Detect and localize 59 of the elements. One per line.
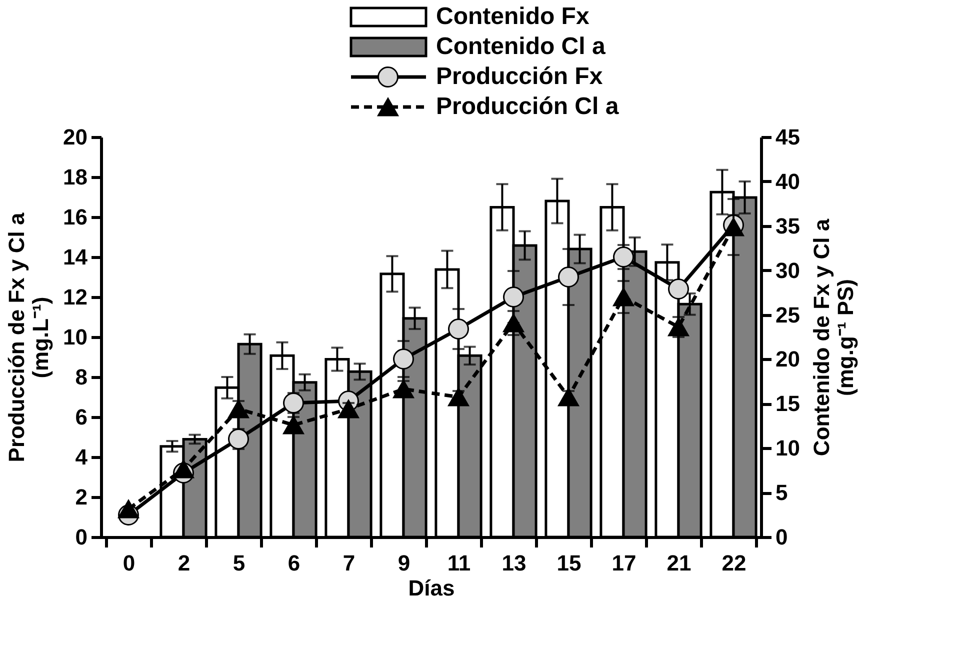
point xyxy=(613,288,634,306)
legend-label: Producción Cl a xyxy=(436,93,620,120)
point xyxy=(283,392,304,414)
point xyxy=(613,246,634,268)
x-tick-label: 6 xyxy=(288,550,300,576)
y-tick-label: 14 xyxy=(63,244,88,270)
y2-tick-label: 0 xyxy=(776,524,788,550)
x-tick-label: 21 xyxy=(666,550,692,576)
x-tick-label: 2 xyxy=(178,550,190,576)
point xyxy=(228,400,249,418)
legend-label: Contenido Fx xyxy=(436,3,590,30)
point xyxy=(118,500,139,518)
x-tick-label: 15 xyxy=(556,550,582,576)
y-tick-label: 10 xyxy=(63,324,88,350)
y-tick-label: 4 xyxy=(75,444,88,470)
x-tick-label: 22 xyxy=(722,550,746,576)
y2-tick-label: 40 xyxy=(776,168,800,194)
point xyxy=(503,286,524,308)
y2-tick-label: 20 xyxy=(776,346,800,372)
y2-tick-label: 35 xyxy=(776,213,800,238)
x-axis-title: Días xyxy=(408,576,455,600)
y2-tick-label: 15 xyxy=(776,391,800,416)
y2-axis-title: Contenido de Fx y Cl a (mg.g⁻¹ PS) xyxy=(808,218,858,456)
y-tick-label: 2 xyxy=(75,484,88,510)
point xyxy=(228,428,249,450)
y-tick-label: 16 xyxy=(63,204,88,230)
point xyxy=(393,380,414,398)
y2-tick-label: 45 xyxy=(776,124,800,150)
point xyxy=(558,388,579,406)
legend-label: Producción Fx xyxy=(436,63,604,90)
point xyxy=(668,318,689,336)
x-tick-label: 9 xyxy=(398,550,410,576)
point xyxy=(283,416,304,434)
point xyxy=(393,348,414,370)
y-tick-label: 12 xyxy=(63,284,88,310)
y-tick-label: 0 xyxy=(75,524,88,550)
point xyxy=(173,460,194,478)
y2-tick-label: 30 xyxy=(776,258,800,283)
y-tick-label: 6 xyxy=(75,404,88,430)
x-tick-label: 13 xyxy=(502,550,526,576)
legend-label: Contenido Cl a xyxy=(436,33,606,60)
point xyxy=(448,318,469,340)
y-tick-label: 20 xyxy=(63,124,88,150)
y2-tick-label: 10 xyxy=(776,436,800,461)
y2-tick-label: 25 xyxy=(776,302,800,328)
x-tick-label: 5 xyxy=(232,550,246,576)
point xyxy=(668,278,689,300)
point xyxy=(338,400,359,418)
y2-tick-label: 5 xyxy=(776,480,788,506)
y-tick-label: 18 xyxy=(63,164,88,190)
x-tick-label: 0 xyxy=(122,550,136,576)
x-tick-label: 7 xyxy=(342,550,356,576)
x-tick-label: 11 xyxy=(447,550,471,576)
point xyxy=(448,388,469,406)
point xyxy=(558,266,579,288)
point xyxy=(503,314,524,332)
y-axis-title: Producción de Fx y Cl a (mg.L⁻¹) xyxy=(4,212,54,462)
x-tick-label: 17 xyxy=(612,550,636,576)
y-tick-label: 8 xyxy=(75,364,88,390)
